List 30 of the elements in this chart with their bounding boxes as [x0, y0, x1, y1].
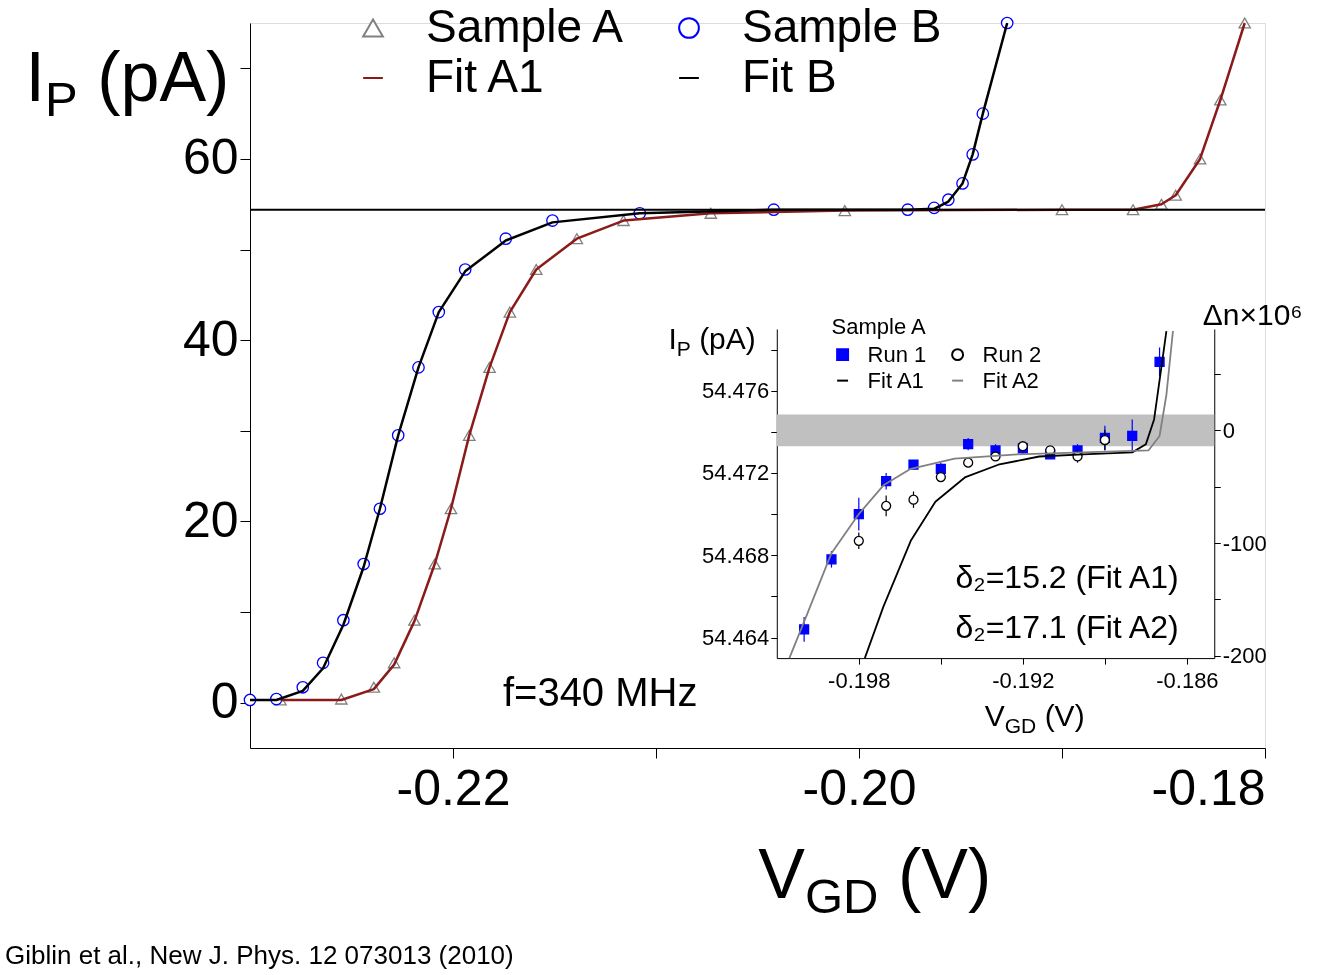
- y-tick-label: 60: [182, 129, 239, 186]
- legend-title: Sample A: [831, 313, 927, 339]
- annotation: δ₂=17.1 (Fit A2): [955, 609, 1179, 646]
- annotation: f=340 MHz: [502, 669, 698, 714]
- y-tick-label: 54.464: [701, 625, 770, 651]
- y-tick-label: 54.472: [701, 460, 770, 486]
- y2-tick-label: -200: [1222, 643, 1267, 669]
- legend-label: Sample A: [426, 0, 624, 52]
- y-tick-label: 0: [210, 673, 239, 730]
- legend-label: Run 2: [982, 341, 1042, 367]
- y2-tick-label: -100: [1222, 530, 1267, 556]
- annotation: δ₂=15.2 (Fit A1): [955, 558, 1179, 595]
- x-tick-label: -0.18: [1151, 759, 1266, 816]
- legend-label: Sample B: [742, 0, 942, 52]
- legend-label: Fit A2: [982, 367, 1039, 393]
- legend-label: Fit A1: [867, 367, 924, 393]
- y-tick-label: 20: [182, 491, 239, 548]
- text: Giblin et al., New J. Phys. 12 073013 (2010): [5, 940, 514, 970]
- x-tick-label: -0.192: [992, 667, 1055, 693]
- y2-tick-label: 0: [1222, 417, 1235, 443]
- legend-label: Fit B: [742, 50, 837, 102]
- x-tick-label: -0.22: [396, 759, 511, 816]
- legend-label: Run 1: [867, 341, 927, 367]
- y-tick-label: 40: [182, 310, 239, 367]
- x-tick-label: -0.20: [802, 759, 917, 816]
- y2-axis-title: Δn×10⁶: [1202, 298, 1303, 332]
- y-tick-label: 54.476: [701, 378, 770, 404]
- x-tick-label: -0.198: [828, 667, 891, 693]
- y-tick-label: 54.468: [701, 542, 770, 568]
- x-tick-label: -0.186: [1156, 667, 1219, 693]
